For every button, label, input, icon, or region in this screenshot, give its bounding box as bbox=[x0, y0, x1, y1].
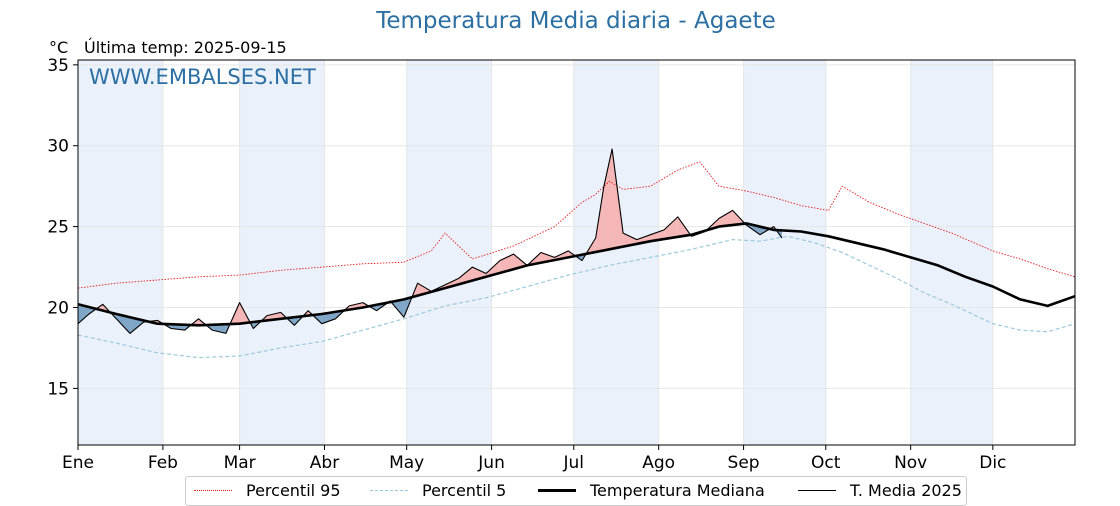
month-band bbox=[407, 60, 492, 445]
x-tick-label: Mar bbox=[224, 453, 256, 473]
month-bands bbox=[78, 60, 993, 445]
x-tick-label: Oct bbox=[811, 453, 841, 473]
watermark: WWW.EMBALSES.NET bbox=[89, 65, 316, 89]
temperature-chart: 15 20 25 30 35 Ene Feb Mar Abr May Jun Jul Ago Sep Oc… bbox=[0, 0, 1120, 476]
x-axis: Ene Feb Mar Abr May Jun Jul Ago Sep Oct Nov Dic bbox=[62, 445, 1006, 473]
x-tick-label: Jun bbox=[477, 453, 505, 473]
y-axis: 15 20 25 30 35 bbox=[47, 56, 78, 400]
month-band bbox=[744, 60, 826, 445]
x-tick-label: Abr bbox=[310, 453, 339, 473]
y-tick-label: 20 bbox=[47, 299, 69, 319]
legend-label-2025: T. Media 2025 bbox=[850, 481, 962, 500]
y-tick-label: 25 bbox=[47, 218, 69, 238]
legend-swatch-median bbox=[538, 489, 576, 492]
month-band bbox=[78, 60, 163, 445]
x-tick-label: Ago bbox=[642, 453, 675, 473]
legend-label-median: Temperatura Mediana bbox=[590, 481, 765, 500]
x-tick-label: Dic bbox=[979, 453, 1006, 473]
legend-swatch-p5 bbox=[370, 490, 408, 491]
month-band bbox=[240, 60, 325, 445]
legend-swatch-p95 bbox=[194, 490, 232, 491]
x-tick-label: Nov bbox=[894, 453, 927, 473]
legend-label-p5: Percentil 5 bbox=[422, 481, 506, 500]
x-tick-label: May bbox=[389, 453, 424, 473]
x-tick-label: Jul bbox=[563, 453, 585, 473]
x-tick-label: Ene bbox=[62, 453, 94, 473]
month-band bbox=[911, 60, 993, 445]
y-tick-label: 15 bbox=[47, 379, 69, 399]
x-tick-label: Feb bbox=[148, 453, 178, 473]
y-tick-label: 35 bbox=[47, 56, 69, 76]
legend: Percentil 95 Percentil 5 Temperatura Med… bbox=[185, 476, 967, 506]
legend-label-p95: Percentil 95 bbox=[246, 481, 341, 500]
legend-swatch-2025 bbox=[798, 490, 836, 491]
x-tick-label: Sep bbox=[728, 453, 760, 473]
y-tick-label: 30 bbox=[47, 137, 69, 157]
